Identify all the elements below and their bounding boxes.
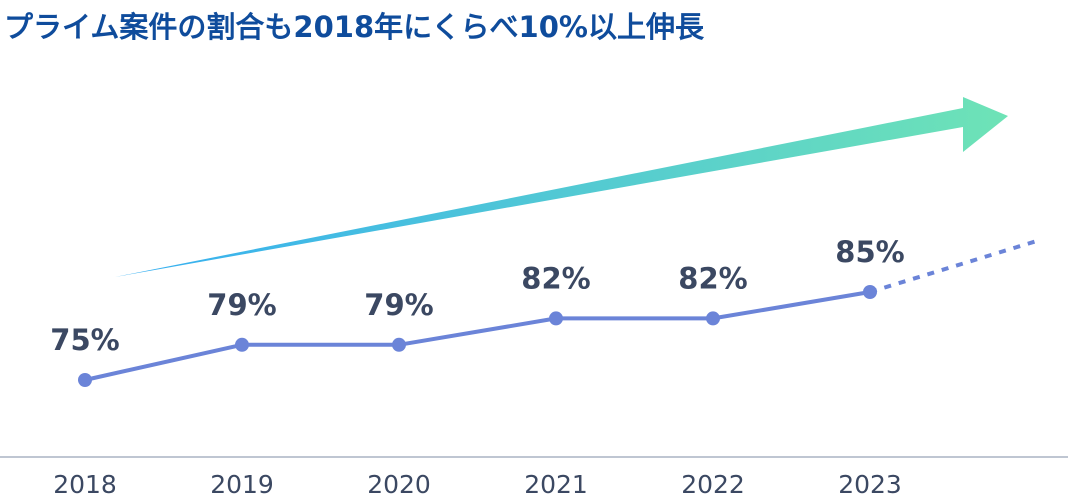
- data-point: [863, 285, 877, 299]
- chart-title: プライム案件の割合も2018年にくらべ10%以上伸長: [4, 10, 705, 44]
- data-point: [392, 337, 406, 352]
- data-point: [78, 373, 92, 387]
- data-label: 85%: [835, 235, 904, 269]
- x-tick-label: 2021: [524, 470, 588, 499]
- data-label: 75%: [50, 323, 119, 357]
- data-label: 79%: [364, 288, 433, 322]
- x-tick-label: 2023: [838, 470, 902, 499]
- data-label: 82%: [521, 261, 590, 295]
- x-tick-label: 2020: [367, 470, 431, 499]
- x-tick-label: 2018: [53, 470, 117, 499]
- data-point: [706, 311, 720, 326]
- x-tick-label: 2019: [210, 470, 274, 499]
- data-line: [84, 290, 871, 382]
- data-label: 79%: [207, 288, 276, 322]
- data-label: 82%: [678, 261, 747, 295]
- data-point: [235, 337, 249, 352]
- x-tick-label: 2022: [681, 470, 745, 499]
- data-point: [549, 311, 563, 326]
